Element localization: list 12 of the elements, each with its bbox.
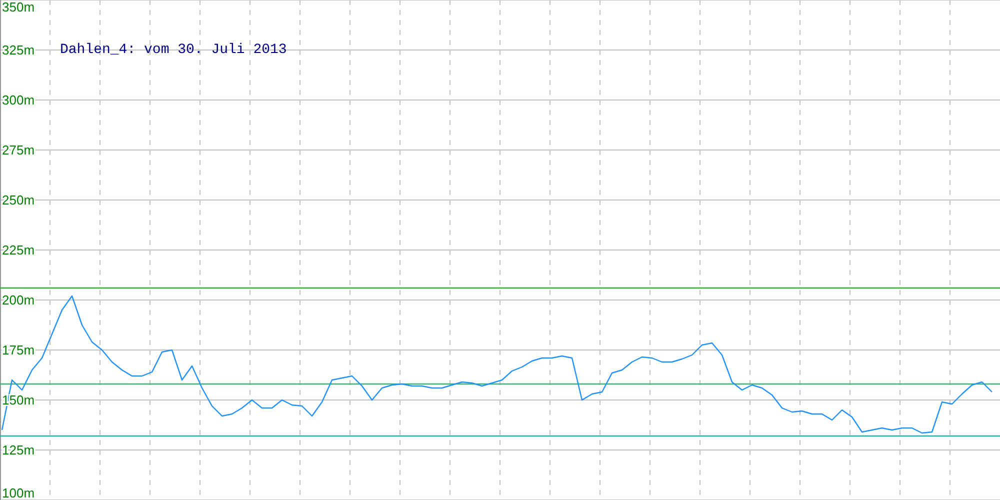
text: Dahlen_4: vom 30. Juli 2013 — [60, 42, 287, 58]
y-tick-label: 200m — [2, 292, 35, 308]
y-tick-label: 300m — [2, 92, 35, 108]
y-tick-label: 275m — [2, 142, 35, 158]
y-tick-label: 125m — [2, 442, 35, 458]
y-tick-label: 100m — [2, 486, 35, 500]
y-tick-label: 350m — [2, 0, 35, 15]
y-tick-label: 250m — [2, 192, 35, 208]
y-tick-label: 325m — [2, 42, 35, 58]
y-tick-label: 175m — [2, 342, 35, 358]
line-series — [1, 295, 993, 434]
y-tick-label: 225m — [2, 242, 35, 258]
